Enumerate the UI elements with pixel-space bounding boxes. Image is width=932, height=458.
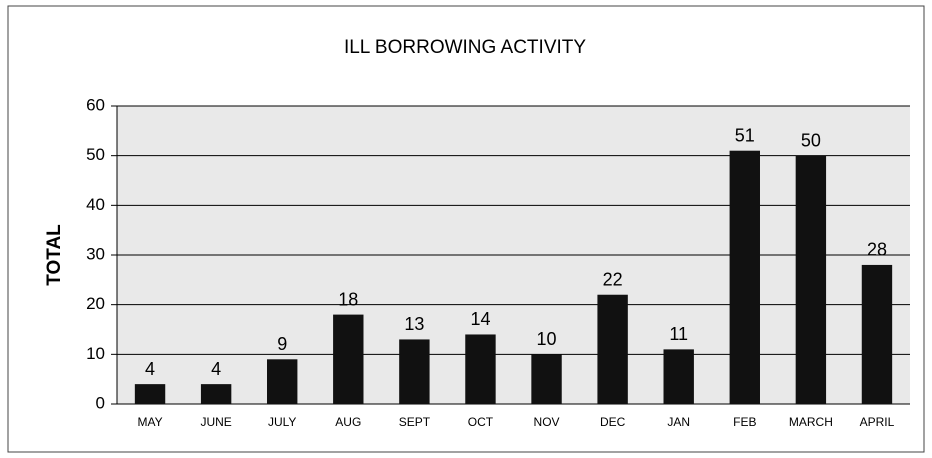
- y-axis-label: TOTAL: [44, 224, 65, 286]
- data-label: 28: [867, 240, 887, 260]
- y-tick-label: 30: [86, 244, 105, 263]
- bar: [267, 359, 298, 404]
- bar: [200, 384, 232, 404]
- bar: [861, 264, 893, 404]
- data-label: 10: [537, 329, 557, 349]
- x-tick-label: APRIL: [860, 415, 895, 429]
- data-label: 9: [277, 334, 287, 354]
- y-tick-label: 50: [86, 145, 105, 164]
- bar: [729, 150, 760, 404]
- bar: [597, 294, 628, 404]
- y-tick-label: 40: [86, 195, 105, 214]
- y-tick-label: 10: [86, 344, 105, 363]
- bar: [333, 314, 364, 404]
- data-label: 51: [735, 125, 755, 145]
- x-tick-label: OCT: [468, 415, 494, 429]
- y-tick-label: 20: [86, 294, 105, 313]
- bar: [531, 354, 562, 404]
- y-tick-label: 0: [96, 393, 105, 412]
- x-tick-label: JAN: [667, 415, 690, 429]
- x-tick-label: SEPT: [399, 415, 431, 429]
- bar: [134, 384, 166, 404]
- bar: [465, 334, 496, 404]
- chart-title: ILL BORROWING ACTIVITY: [344, 37, 586, 58]
- x-tick-label: AUG: [335, 415, 361, 429]
- x-tick-label: JUNE: [200, 415, 231, 429]
- x-tick-label: DEC: [600, 415, 626, 429]
- data-label: 22: [603, 269, 623, 289]
- x-tick-label: MARCH: [789, 415, 833, 429]
- data-label: 4: [211, 359, 221, 379]
- x-tick-label: MAY: [137, 415, 162, 429]
- x-tick-label: FEB: [733, 415, 756, 429]
- x-tick-label: NOV: [534, 415, 560, 429]
- data-label: 13: [404, 314, 424, 334]
- bar: [399, 339, 430, 404]
- x-tick-label: JULY: [268, 415, 296, 429]
- data-label: 4: [145, 359, 155, 379]
- data-label: 11: [669, 324, 688, 344]
- bar: [795, 155, 827, 404]
- bar: [663, 349, 694, 404]
- y-tick-label: 60: [86, 95, 105, 114]
- data-label: 50: [801, 130, 821, 150]
- data-label: 18: [338, 289, 358, 309]
- data-label: 14: [470, 309, 490, 329]
